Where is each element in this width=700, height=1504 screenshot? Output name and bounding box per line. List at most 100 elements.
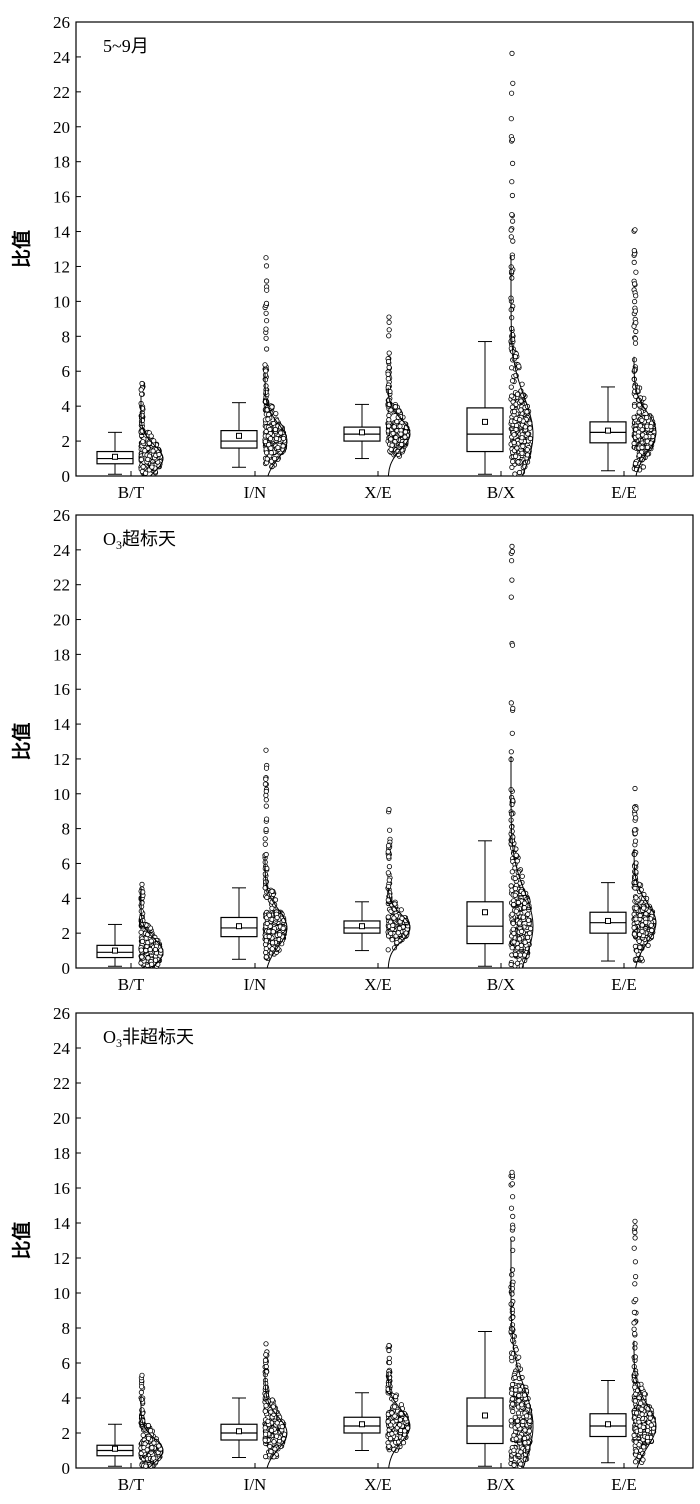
- box-group-B-T: B/T: [96, 881, 164, 994]
- data-point: [513, 1387, 519, 1393]
- data-point: [520, 443, 526, 449]
- outlier-point: [263, 851, 269, 858]
- data-point: [513, 1436, 519, 1442]
- y-tick-label: 6: [62, 362, 71, 381]
- outlier-max-point: [632, 1218, 638, 1224]
- data-point: [517, 416, 523, 423]
- outlier-point: [509, 137, 516, 143]
- outlier-point: [262, 781, 268, 787]
- outlier-max-point: [386, 314, 392, 320]
- data-point: [140, 1432, 146, 1438]
- outlier-point: [263, 278, 270, 284]
- outlier-max-point: [263, 255, 269, 261]
- x-tick-label: I/N: [244, 1475, 267, 1494]
- data-point: [637, 1400, 644, 1406]
- y-tick-label: 4: [62, 1389, 71, 1408]
- outlier-max-point: [139, 1372, 145, 1378]
- data-point: [398, 907, 404, 913]
- mean-marker: [482, 418, 488, 425]
- plot-frame: [75, 21, 694, 477]
- data-point: [641, 905, 647, 911]
- data-point: [397, 1422, 403, 1428]
- data-point: [138, 929, 144, 935]
- data-point: [634, 948, 640, 954]
- outlier-point: [509, 548, 516, 555]
- data-point: [632, 460, 639, 467]
- outlier-point: [631, 1326, 637, 1332]
- data-point: [149, 961, 155, 967]
- data-point: [268, 445, 274, 451]
- data-point: [512, 875, 518, 882]
- data-point: [264, 920, 270, 927]
- outlier-point: [632, 1331, 638, 1337]
- data-point: [509, 464, 515, 470]
- data-point: [386, 1443, 392, 1449]
- data-point: [140, 439, 146, 445]
- data-point: [390, 430, 396, 436]
- outlier-point: [509, 179, 515, 185]
- outlier-max-point: [509, 50, 515, 57]
- data-point: [389, 937, 395, 943]
- data-point: [632, 1384, 638, 1390]
- outlier-point: [632, 1274, 639, 1280]
- data-point: [267, 1443, 273, 1450]
- box-group-B-X: B/X: [466, 543, 534, 994]
- data-point: [516, 363, 522, 369]
- data-point: [269, 946, 275, 952]
- y-tick-label: 20: [53, 1109, 70, 1128]
- data-point: [262, 1437, 268, 1443]
- outlier-point: [508, 558, 515, 564]
- x-tick-label: X/E: [364, 483, 391, 502]
- data-point: [524, 934, 531, 941]
- panel-annotation: 5~9月: [103, 36, 149, 56]
- data-point: [386, 423, 392, 429]
- data-point: [151, 438, 157, 444]
- outlier-point: [263, 335, 269, 341]
- outlier-point: [508, 90, 515, 96]
- outlier-point: [385, 376, 391, 382]
- data-point: [519, 873, 525, 879]
- y-axis-label: 比值: [10, 230, 33, 268]
- data-point: [267, 435, 274, 442]
- data-point: [273, 435, 280, 442]
- outlier-point: [263, 797, 269, 803]
- data-point: [263, 949, 269, 956]
- outlier-point: [386, 1355, 392, 1361]
- data-point: [273, 1433, 280, 1439]
- box-group-I-N: I/N: [220, 747, 288, 994]
- data-point: [511, 1462, 517, 1468]
- data-point: [637, 944, 643, 950]
- data-point: [508, 883, 514, 889]
- data-point: [516, 1393, 522, 1399]
- outlier-point: [263, 346, 270, 352]
- x-tick-label: E/E: [611, 975, 637, 994]
- data-point: [515, 1410, 522, 1416]
- outlier-point: [263, 1352, 269, 1358]
- data-point: [268, 450, 274, 456]
- density-curve: [140, 395, 164, 477]
- data-point: [402, 429, 409, 435]
- data-point: [517, 952, 523, 958]
- density-curve: [387, 387, 411, 477]
- outlier-point: [631, 1245, 637, 1251]
- data-point: [390, 922, 396, 929]
- data-point: [633, 916, 639, 922]
- mean-marker: [236, 1428, 242, 1435]
- outlier-point: [633, 293, 639, 299]
- outlier-point: [263, 826, 269, 833]
- outlier-point: [263, 803, 269, 809]
- box-group-E-E: E/E: [589, 1218, 657, 1494]
- data-point: [518, 1449, 524, 1455]
- y-axis-label: 比值: [10, 722, 33, 760]
- outlier-max-point: [509, 543, 515, 550]
- outlier-point: [262, 841, 268, 847]
- data-point: [145, 1422, 151, 1429]
- outlier-point: [262, 836, 268, 842]
- y-tick-label: 20: [53, 611, 70, 630]
- outlier-point: [631, 248, 637, 254]
- data-point: [516, 920, 523, 926]
- data-point: [511, 939, 517, 945]
- data-point: [631, 403, 638, 409]
- y-tick-label: 10: [53, 785, 70, 804]
